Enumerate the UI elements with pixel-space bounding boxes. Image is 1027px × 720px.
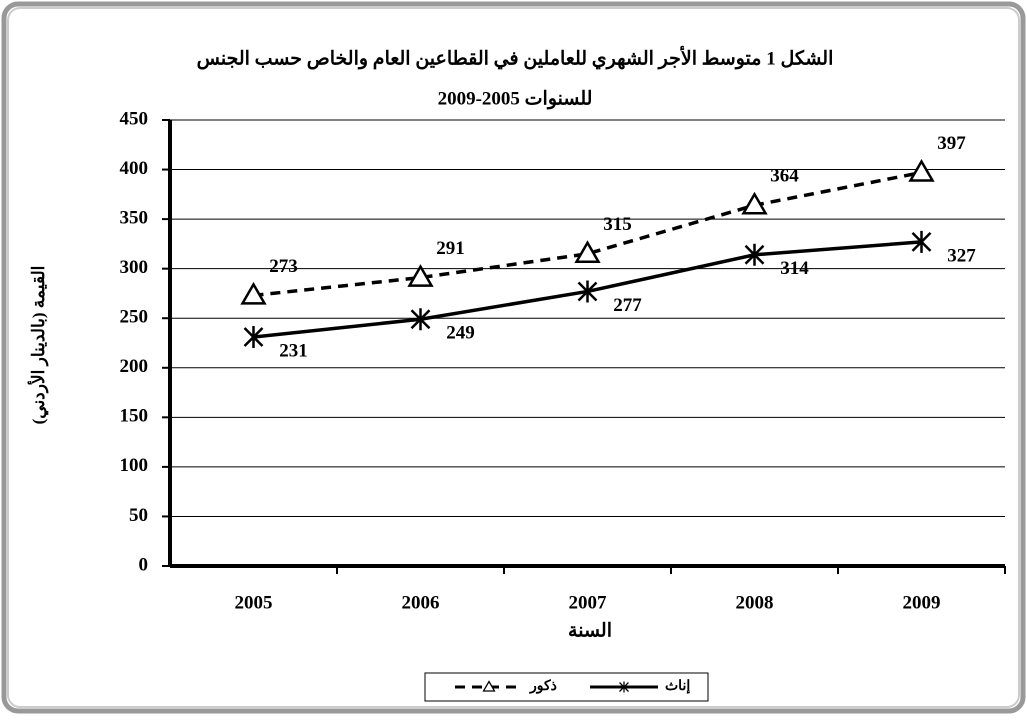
chart-subtitle: للسنوات 2005-2009 xyxy=(438,88,593,109)
legend-label: إناث xyxy=(665,679,690,695)
data-point xyxy=(410,308,431,331)
data-label: 277 xyxy=(613,295,642,316)
y-tick-label: 50 xyxy=(129,505,148,526)
data-label: 364 xyxy=(770,166,799,187)
data-label: 327 xyxy=(947,245,976,266)
y-tick-label: 150 xyxy=(120,406,149,427)
y-tick-label: 400 xyxy=(120,158,149,179)
data-point xyxy=(240,281,267,305)
data-point xyxy=(911,230,932,253)
y-tick-label: 0 xyxy=(139,554,149,575)
data-label: 273 xyxy=(269,256,298,277)
y-tick-label: 450 xyxy=(120,108,149,129)
data-label: 397 xyxy=(937,133,966,154)
y-tick-label: 300 xyxy=(120,257,149,278)
data-point xyxy=(407,264,434,287)
data-point xyxy=(243,326,264,349)
data-label: 249 xyxy=(446,323,475,344)
x-tick-label: 2006 xyxy=(402,592,440,613)
chart-title: الشكل 1 متوسط الأجر الشهري للعاملين في ا… xyxy=(197,45,834,70)
legend-marker xyxy=(619,681,629,693)
data-label: 291 xyxy=(436,238,465,259)
y-tick-label: 200 xyxy=(120,356,149,377)
data-point xyxy=(741,191,768,215)
frame-inner xyxy=(7,7,1020,708)
x-tick-label: 2009 xyxy=(903,592,941,613)
x-axis-label: السنة xyxy=(568,620,612,641)
x-tick-label: 2007 xyxy=(569,592,608,613)
y-tick-label: 250 xyxy=(120,307,149,328)
x-tick-label: 2005 xyxy=(235,592,273,613)
data-point xyxy=(577,280,598,303)
data-point xyxy=(908,159,935,182)
data-label: 231 xyxy=(279,340,308,361)
legend-label: ذكور xyxy=(529,678,557,694)
legend-marker xyxy=(482,680,496,692)
y-axis-label: القيمة (بالدينار الأردني) xyxy=(27,266,49,425)
data-label: 315 xyxy=(603,214,632,235)
data-point xyxy=(574,240,601,264)
x-tick-label: 2008 xyxy=(736,592,774,613)
series-line xyxy=(253,170,922,298)
data-label: 314 xyxy=(780,258,809,279)
data-point xyxy=(744,243,765,266)
y-tick-label: 350 xyxy=(120,207,149,228)
y-tick-label: 100 xyxy=(120,455,149,476)
